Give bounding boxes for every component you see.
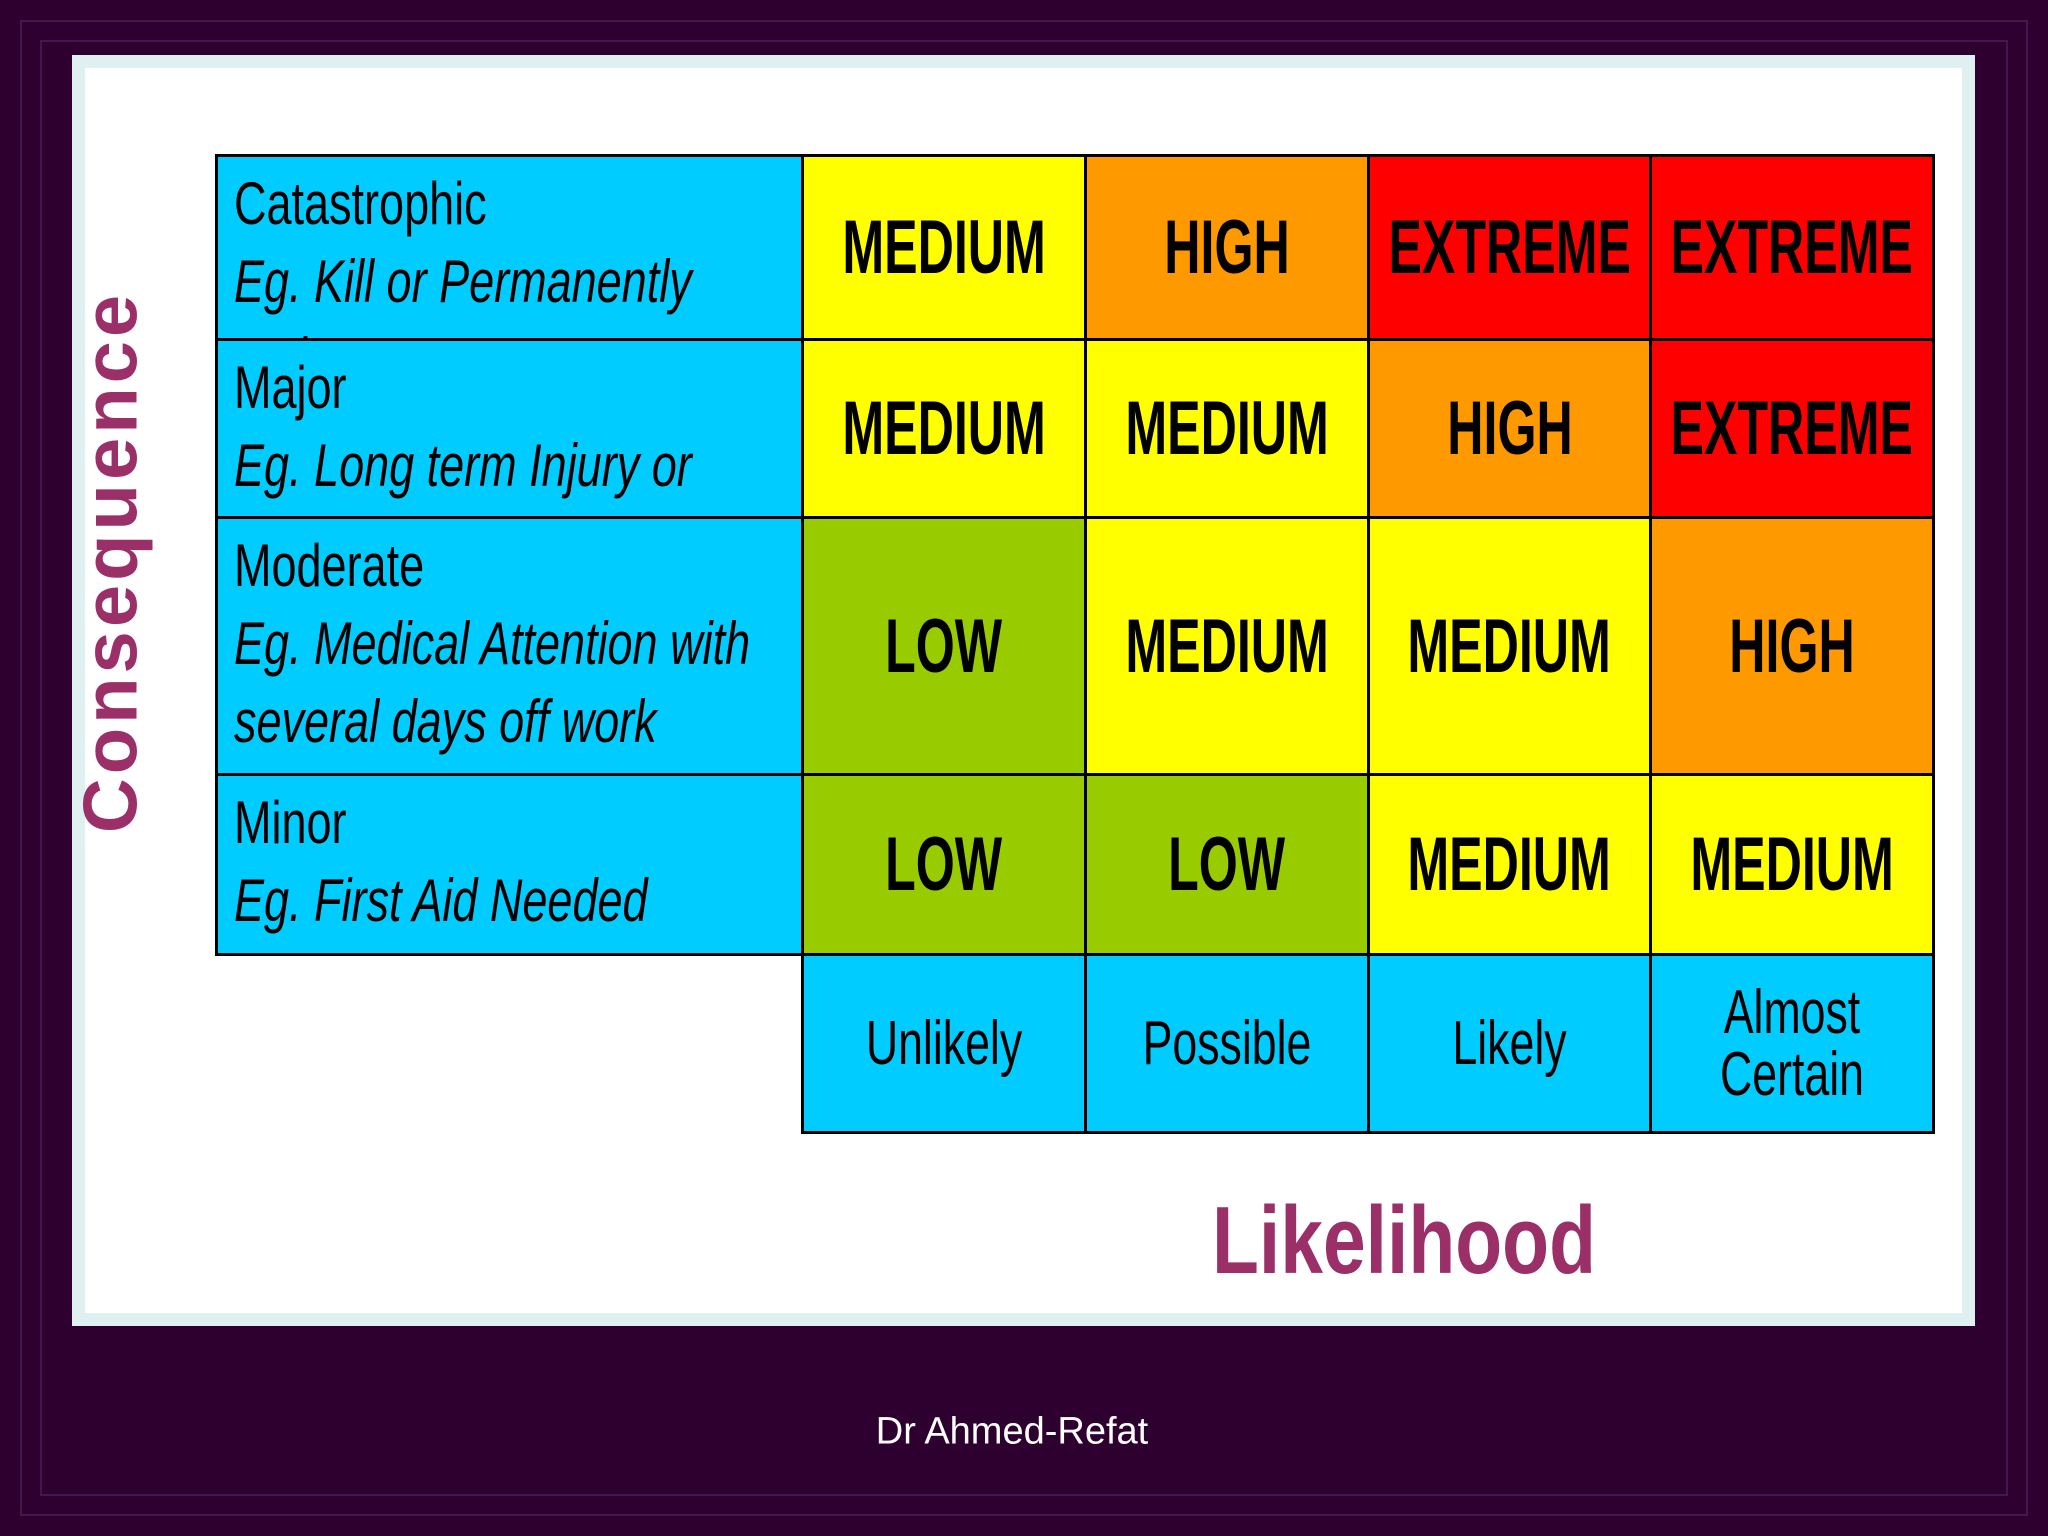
row-label: Major Eg. Long term Injury or Illness — [234, 349, 789, 516]
consequence-description: Eg. Long term Injury or Illness — [234, 432, 692, 516]
risk-level: MEDIUM — [1125, 386, 1329, 471]
risk-cell: HIGH — [1649, 516, 1935, 776]
risk-level: HIGH — [1729, 603, 1855, 689]
risk-cell: MEDIUM — [801, 154, 1087, 341]
risk-cell: MEDIUM — [1367, 516, 1652, 776]
risk-cell: LOW — [801, 516, 1087, 776]
risk-cell: HIGH — [1367, 338, 1652, 519]
consequence-description: Eg. First Aid Needed — [234, 867, 648, 934]
likelihood-cell: Likely — [1367, 953, 1652, 1134]
frame — [40, 40, 2008, 1496]
likelihood-cell: Almost Certain — [1649, 953, 1935, 1134]
risk-level: EXTREME — [1670, 386, 1914, 471]
consequence-description: Eg. Kill or Permanently Maim — [234, 248, 692, 338]
consequence-description: Eg. Medical Attention with several days … — [234, 610, 751, 755]
risk-level: LOW — [1168, 822, 1286, 907]
likelihood-label: Possible — [1142, 1008, 1312, 1078]
risk-cell: EXTREME — [1649, 154, 1935, 341]
risk-level: MEDIUM — [1125, 603, 1329, 689]
risk-level: MEDIUM — [1407, 603, 1612, 689]
risk-level: HIGH — [1446, 386, 1573, 471]
risk-level: HIGH — [1164, 205, 1290, 290]
risk-cell: MEDIUM — [1084, 338, 1370, 519]
risk-cell: LOW — [1084, 773, 1370, 956]
row-label: Catastrophic Eg. Kill or Permanently Maim — [234, 165, 789, 338]
risk-level: MEDIUM — [842, 205, 1046, 290]
risk-cell: MEDIUM — [1649, 773, 1935, 956]
risk-cell: EXTREME — [1367, 154, 1652, 341]
x-axis-label: Likelihood — [1212, 1187, 1596, 1294]
risk-cell: MEDIUM — [1367, 773, 1652, 956]
consequence-name: Major — [234, 354, 347, 421]
risk-cell: MEDIUM — [1084, 516, 1370, 776]
y-axis-label: Consequence — [68, 290, 154, 834]
risk-cell: MEDIUM — [801, 338, 1087, 519]
row-label-cell: Moderate Eg. Medical Attention with sever… — [215, 516, 804, 776]
row-label-cell: Major Eg. Long term Injury or Illness — [215, 338, 804, 519]
likelihood-label: Unlikely — [865, 1008, 1023, 1078]
risk-level: MEDIUM — [1690, 822, 1894, 907]
risk-cell: LOW — [801, 773, 1087, 956]
row-label: Moderate Eg. Medical Attention with sever… — [234, 527, 789, 761]
row-label-cell: Minor Eg. First Aid Needed — [215, 773, 804, 956]
risk-level: LOW — [885, 603, 1003, 689]
footer: Dr Ahmed-Refat — [875, 1410, 1149, 1453]
risk-cell: HIGH — [1084, 154, 1370, 341]
risk-level: EXTREME — [1670, 205, 1914, 290]
row-label: Minor Eg. First Aid Needed — [234, 784, 789, 940]
likelihood-cell: Possible — [1084, 953, 1370, 1134]
risk-level: MEDIUM — [1407, 822, 1612, 907]
likelihood-label: Likely — [1452, 1008, 1567, 1078]
frame — [20, 20, 2028, 1516]
risk-level: LOW — [885, 822, 1003, 907]
risk-level: EXTREME — [1388, 205, 1631, 290]
likelihood-cell: Unlikely — [801, 953, 1087, 1134]
row-label-cell: Catastrophic Eg. Kill or Permanently Maim — [215, 154, 804, 341]
likelihood-label: Almost Certain — [1720, 977, 1864, 1109]
consequence-name: Catastrophic — [234, 170, 487, 237]
risk-cell: EXTREME — [1649, 338, 1935, 519]
consequence-name: Minor — [234, 789, 347, 856]
consequence-name: Moderate — [234, 532, 425, 599]
risk-level: MEDIUM — [842, 386, 1046, 471]
